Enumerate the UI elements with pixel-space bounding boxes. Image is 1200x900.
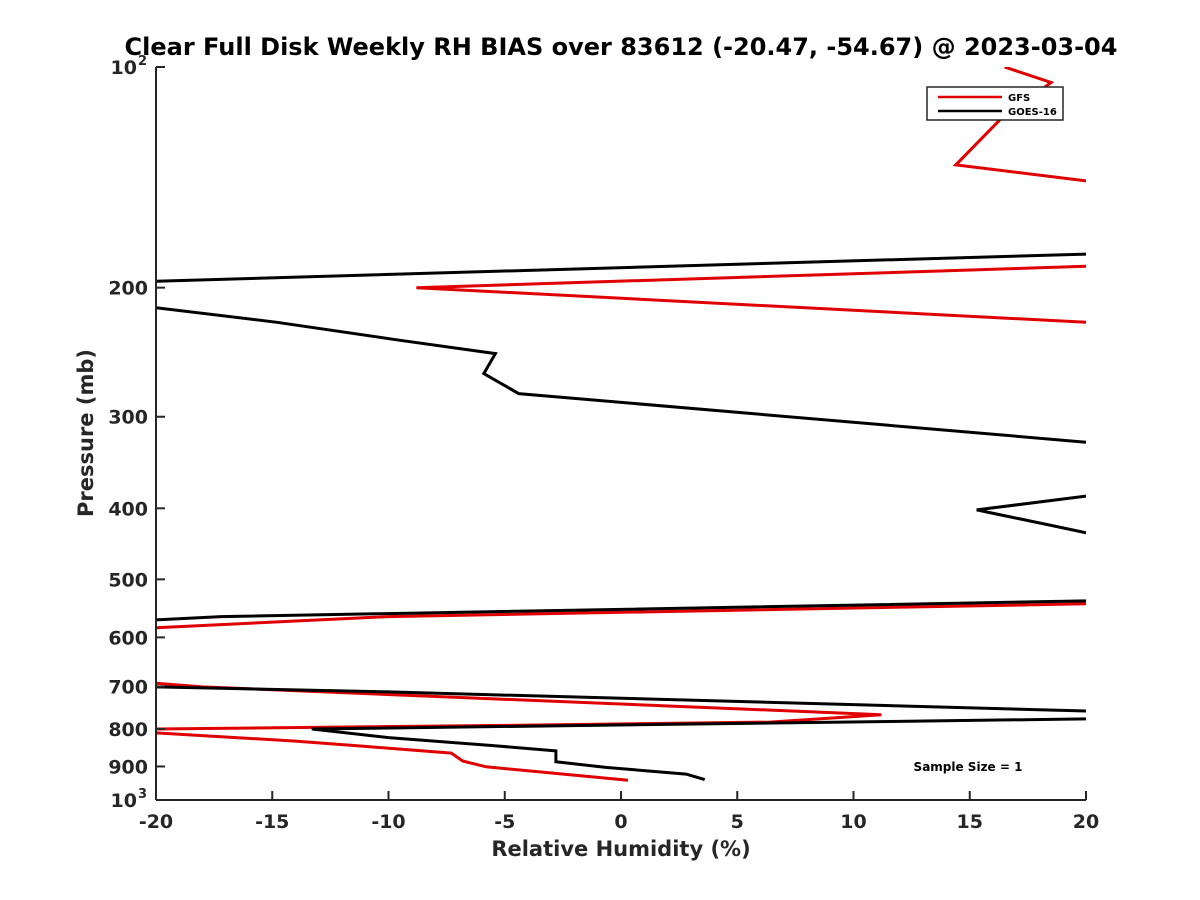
x-tick-label-5: 5: [731, 811, 744, 833]
y-axis-label: Pressure (mb): [74, 349, 98, 517]
y-tick-label-5: 600: [108, 627, 148, 649]
x-tick-label-0: -20: [139, 811, 173, 833]
x-tick-label-8: 20: [1073, 811, 1099, 833]
legend-entry-gfs: GFS: [1008, 93, 1030, 104]
x-tick-label-3: -5: [494, 811, 515, 833]
y-tick-label-4: 500: [108, 569, 148, 591]
series-line-goes-16-segment-5: [311, 717, 1086, 782]
series-line-goes-16-segment-3: [156, 599, 1086, 622]
series-line-gfs-segment-1: [416, 264, 1086, 324]
x-tick-label-6: 10: [840, 811, 866, 833]
legend: GFS GOES-16: [926, 86, 1064, 121]
x-axis-label: Relative Humidity (%): [491, 837, 750, 861]
x-tick-label-7: 15: [957, 811, 983, 833]
x-tick-label-2: -10: [371, 811, 405, 833]
series-line-goes-16-segment-4: [156, 685, 1086, 713]
y-tick-label-6: 700: [108, 676, 148, 698]
series-line-goes-16-segment-2: [976, 494, 1086, 535]
y-tick-label-3: 400: [108, 498, 148, 520]
y-tick-label-1: 200: [108, 278, 148, 300]
y-tick-label-9: 10: [111, 790, 137, 812]
x-tick-label-1: -15: [255, 811, 289, 833]
series-line-gfs-segment-2: [156, 602, 1086, 630]
x-tick-label-4: 0: [614, 811, 627, 833]
chart-title: Clear Full Disk Weekly RH BIAS over 8361…: [125, 33, 1118, 61]
y-tick-label-8: 900: [108, 756, 148, 778]
series-line-goes-16-segment-1: [156, 306, 1086, 444]
y-tick-exponent-0: 2: [138, 54, 147, 69]
sample-size-annotation: Sample Size = 1: [914, 760, 1023, 774]
y-tick-label-2: 300: [108, 407, 148, 429]
x-ticks: -20 -15 -10 -5 0 5 10 15 20: [139, 791, 1099, 833]
series-line-gfs-segment-4: [156, 731, 629, 782]
legend-entry-goes-16: GOES-16: [1008, 107, 1057, 118]
y-tick-exponent-9: 3: [138, 787, 147, 802]
series-layer: [156, 67, 1086, 782]
y-tick-label-7: 800: [108, 719, 148, 741]
series-line-goes-16-segment-0: [156, 252, 1086, 283]
legend-box: [926, 86, 1064, 121]
y-tick-label-0: 10: [111, 57, 137, 79]
